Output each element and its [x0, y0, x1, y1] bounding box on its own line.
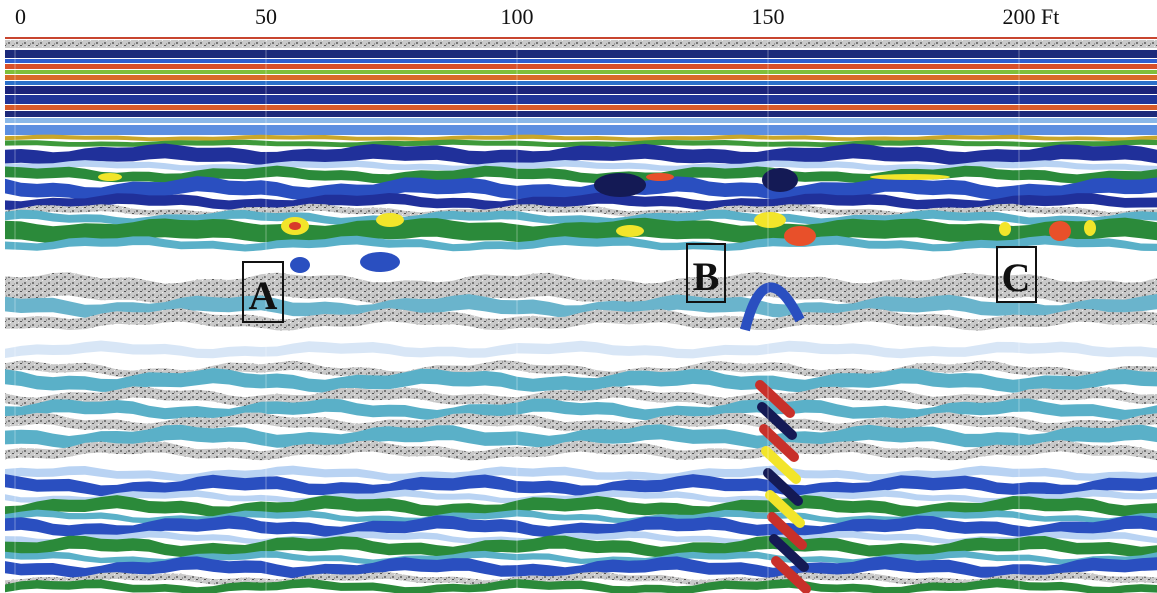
marker-c: C [996, 246, 1037, 303]
band [5, 95, 1157, 104]
blob [870, 174, 950, 180]
tick-label: 100 [501, 4, 534, 29]
anomaly [771, 556, 811, 593]
band [5, 86, 1157, 94]
band [5, 176, 1157, 201]
band [5, 64, 1157, 69]
band [5, 143, 1157, 166]
band [5, 474, 1157, 497]
band [5, 125, 1157, 135]
marker-a: A [242, 261, 284, 323]
band [5, 440, 1157, 461]
band [5, 134, 1157, 142]
band [5, 192, 1157, 211]
anomaly [769, 534, 809, 572]
band [5, 340, 1157, 359]
marker-box [242, 261, 284, 323]
blob [289, 222, 301, 230]
blob [594, 173, 646, 197]
blob [1049, 221, 1071, 241]
band [5, 75, 1157, 80]
band [5, 272, 1157, 305]
band [5, 308, 1157, 331]
distance-axis: 0 50 100 150 200 Ft [14, 4, 1059, 593]
band [5, 59, 1157, 63]
blob [98, 173, 122, 181]
blob [360, 252, 400, 272]
blob [762, 168, 798, 192]
band [5, 235, 1157, 252]
band [5, 81, 1157, 85]
band [5, 424, 1157, 449]
tick-label: 150 [752, 4, 785, 29]
anomaly [761, 446, 801, 484]
blob [616, 225, 644, 237]
axis-unit: Ft [1041, 4, 1059, 29]
blob [754, 212, 786, 228]
marker-label: A [249, 273, 278, 318]
blob [376, 213, 404, 227]
tick-label: 0 [15, 4, 26, 29]
band [5, 535, 1157, 558]
band [5, 515, 1157, 538]
band [5, 105, 1157, 110]
band [5, 50, 1157, 58]
anomaly [767, 512, 807, 550]
band [5, 165, 1157, 184]
blob [646, 173, 674, 181]
marker-box [996, 246, 1037, 303]
anomaly [763, 468, 803, 506]
band [5, 489, 1157, 504]
anomaly [757, 402, 797, 440]
band [5, 40, 1157, 48]
band [5, 465, 1157, 482]
marker-label: B [693, 254, 720, 299]
band [5, 368, 1157, 393]
band [5, 203, 1157, 218]
radar-image [5, 40, 1157, 593]
anomaly [759, 424, 799, 462]
marker-box [686, 243, 726, 303]
band [5, 160, 1157, 172]
anomaly [755, 380, 795, 418]
band [5, 578, 1157, 593]
blob [999, 222, 1011, 236]
band [5, 556, 1157, 579]
band [5, 118, 1157, 123]
tick-label: 200 [1003, 4, 1036, 29]
blob [1084, 220, 1096, 236]
marker-b: B [686, 243, 726, 303]
marker-label: C [1002, 255, 1031, 300]
anomaly [740, 282, 805, 332]
band [5, 398, 1157, 421]
anomaly [765, 490, 805, 528]
blob [290, 257, 310, 273]
band [5, 70, 1157, 74]
band [5, 386, 1157, 407]
blob [784, 226, 816, 246]
tick-label: 50 [255, 4, 277, 29]
band [5, 111, 1157, 117]
